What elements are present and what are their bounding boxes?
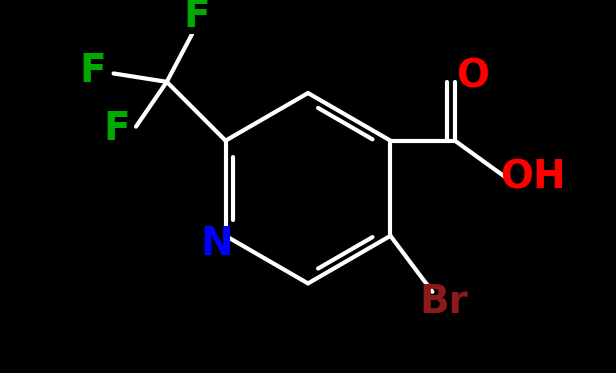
Text: F: F (79, 51, 105, 90)
Text: N: N (201, 225, 233, 263)
Text: Br: Br (419, 283, 468, 321)
Text: F: F (103, 110, 130, 148)
Text: OH: OH (500, 158, 566, 196)
Text: O: O (456, 57, 489, 95)
Text: F: F (183, 0, 210, 35)
